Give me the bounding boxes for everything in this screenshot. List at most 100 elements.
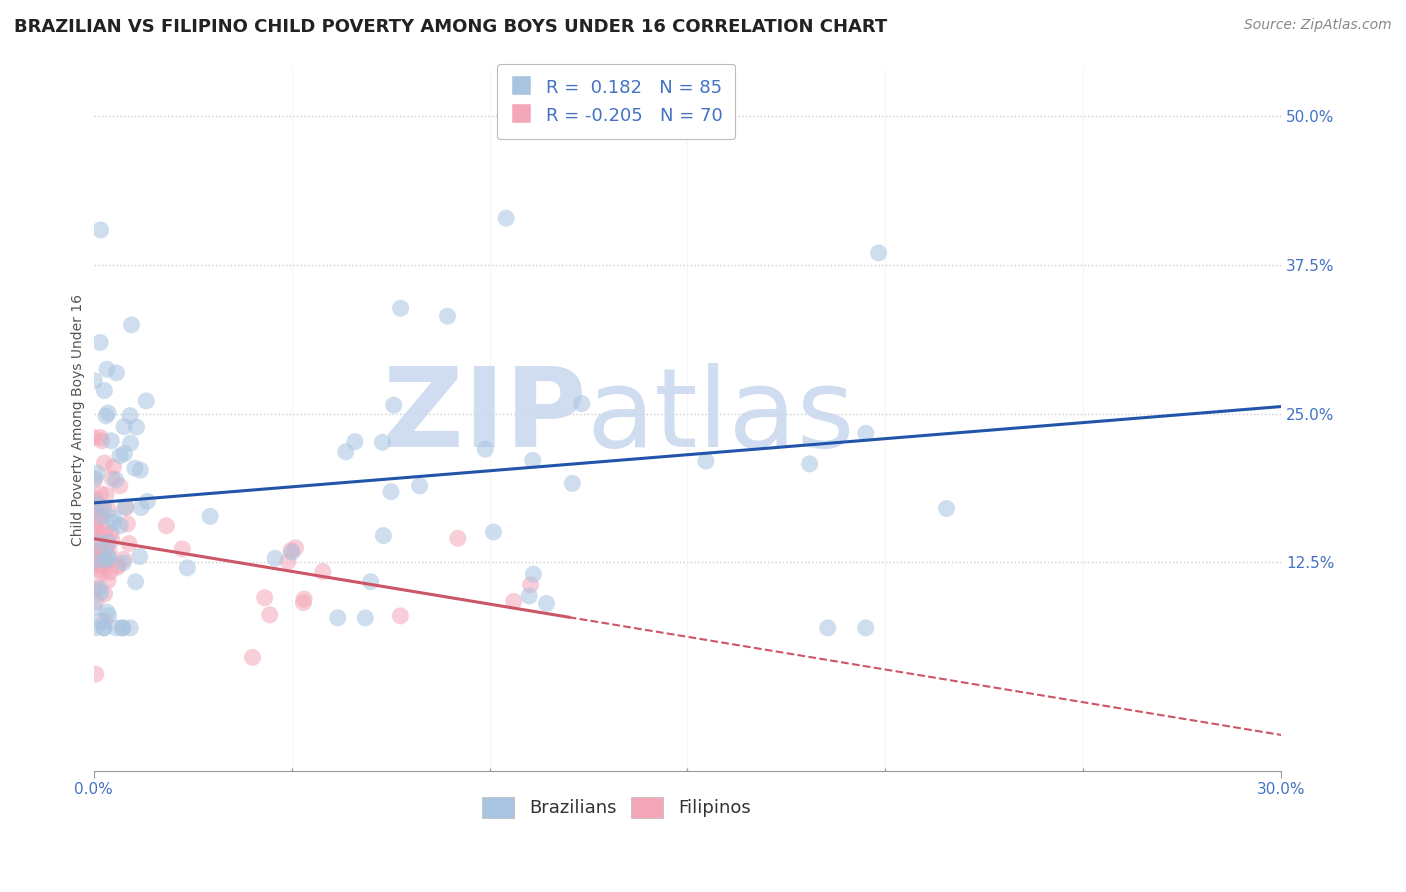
Point: [115, 500, 138, 515]
Point: [87, 563, 110, 577]
Point: [84, 541, 107, 556]
Point: [86, 507, 108, 521]
Point: [284, 541, 307, 555]
Point: [253, 591, 276, 605]
Point: [91, 566, 114, 581]
Point: [536, 596, 558, 610]
Point: [89, 586, 111, 600]
Point: [86, 535, 108, 549]
Point: [91, 526, 114, 541]
Point: [124, 461, 146, 475]
Point: [94, 554, 117, 568]
Point: [108, 479, 131, 493]
Point: [89, 558, 111, 573]
Point: [83, 374, 105, 388]
Point: [172, 541, 194, 556]
Point: [89, 510, 111, 524]
Point: [114, 500, 136, 514]
Point: [198, 509, 221, 524]
Point: [87, 544, 110, 558]
Point: [83, 521, 105, 535]
Point: [799, 457, 821, 471]
Point: [98, 545, 121, 559]
Point: [83, 473, 105, 487]
Point: [136, 494, 159, 508]
Point: [482, 524, 505, 539]
Point: [517, 589, 540, 603]
Point: [104, 473, 127, 487]
Point: [97, 406, 120, 420]
Point: [93, 587, 115, 601]
Point: [108, 518, 131, 533]
Point: [96, 362, 118, 376]
Point: [94, 553, 117, 567]
Point: [84, 667, 107, 681]
Point: [103, 516, 125, 530]
Point: [389, 301, 412, 316]
Point: [105, 366, 128, 380]
Point: [855, 621, 877, 635]
Point: [281, 545, 304, 559]
Point: [87, 552, 110, 566]
Point: [93, 621, 115, 635]
Point: [107, 560, 129, 574]
Point: [100, 434, 122, 448]
Point: [135, 393, 157, 408]
Point: [97, 608, 120, 623]
Point: [343, 434, 366, 449]
Point: [155, 518, 177, 533]
Point: [86, 536, 108, 550]
Point: [90, 547, 112, 561]
Point: [93, 500, 115, 515]
Point: [292, 596, 315, 610]
Point: [96, 605, 118, 619]
Point: [280, 543, 302, 558]
Point: [264, 551, 287, 566]
Point: [89, 430, 111, 444]
Point: [101, 533, 124, 548]
Point: [312, 565, 335, 579]
Point: [522, 567, 544, 582]
Point: [380, 484, 402, 499]
Point: [519, 578, 541, 592]
Point: [561, 476, 583, 491]
Point: [90, 223, 112, 237]
Point: [89, 582, 111, 596]
Point: [94, 409, 117, 423]
Point: [90, 500, 112, 514]
Point: [103, 459, 125, 474]
Point: [93, 384, 115, 398]
Point: [83, 582, 105, 597]
Point: [111, 621, 134, 635]
Point: [107, 558, 129, 573]
Point: [112, 552, 135, 566]
Point: [83, 600, 105, 615]
Point: [93, 559, 115, 574]
Point: [121, 318, 143, 332]
Point: [97, 535, 120, 549]
Point: [86, 466, 108, 480]
Point: [84, 557, 107, 571]
Point: [118, 409, 141, 423]
Point: [111, 621, 134, 635]
Point: [112, 419, 135, 434]
Point: [84, 580, 107, 594]
Point: [120, 436, 142, 450]
Point: [86, 524, 108, 539]
Point: [382, 398, 405, 412]
Point: [97, 503, 120, 517]
Point: [292, 592, 315, 607]
Point: [105, 621, 128, 635]
Point: [83, 554, 105, 568]
Point: [408, 479, 430, 493]
Point: [89, 335, 111, 350]
Point: [571, 397, 593, 411]
Point: [242, 650, 264, 665]
Point: [93, 615, 115, 629]
Point: [83, 493, 105, 508]
Point: [94, 488, 117, 502]
Text: BRAZILIAN VS FILIPINO CHILD POVERTY AMONG BOYS UNDER 16 CORRELATION CHART: BRAZILIAN VS FILIPINO CHILD POVERTY AMON…: [14, 18, 887, 36]
Point: [90, 487, 112, 501]
Point: [277, 554, 299, 568]
Point: [98, 565, 121, 579]
